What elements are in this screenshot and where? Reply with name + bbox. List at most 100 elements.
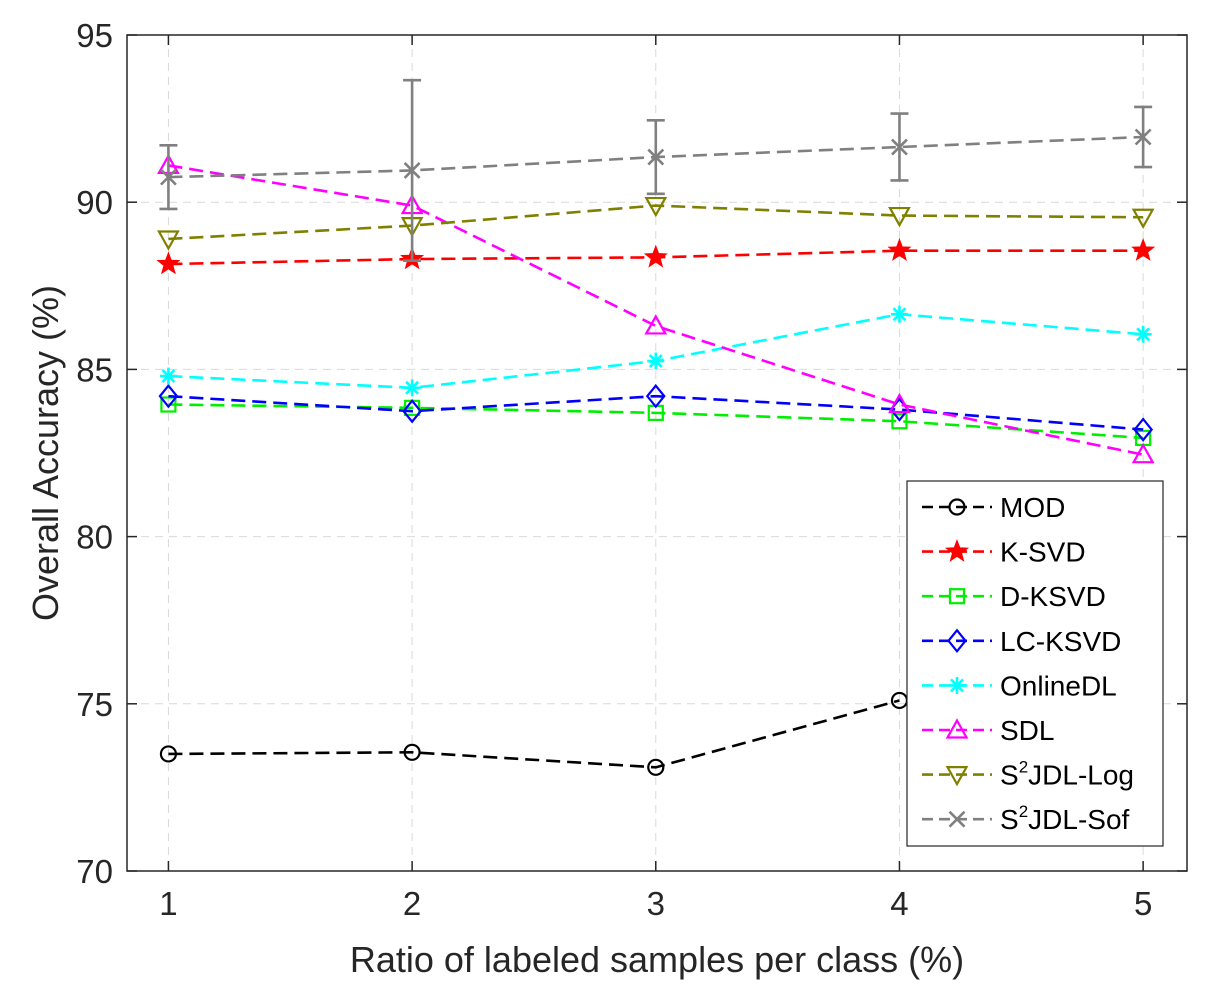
data-point xyxy=(647,148,665,166)
data-point xyxy=(891,138,908,156)
data-point xyxy=(158,383,179,409)
x-tick-label: 3 xyxy=(647,885,665,922)
legend-item-s2jdl-sof: S2JDL-Sof xyxy=(922,802,1130,835)
data-point xyxy=(888,392,911,414)
data-point xyxy=(891,413,908,430)
legend-marker xyxy=(947,628,967,654)
legend-marker xyxy=(948,498,966,516)
x-tick-label: 1 xyxy=(159,885,177,922)
marker-stroke xyxy=(948,810,966,828)
legend-marker xyxy=(944,538,970,562)
marker-stroke xyxy=(405,380,420,395)
series-line xyxy=(168,204,1144,241)
marker-stroke xyxy=(161,369,176,384)
data-point xyxy=(644,314,668,335)
data-point xyxy=(647,758,665,776)
data-point xyxy=(157,230,180,251)
marker-stroke xyxy=(1134,128,1152,146)
y-tick-label: 75 xyxy=(76,686,113,723)
data-point xyxy=(1131,442,1155,464)
marker-stroke xyxy=(648,354,663,368)
legend-label-main: S xyxy=(1000,804,1019,835)
legend-label-main: D-KSVD xyxy=(1000,581,1106,612)
legend-label-tail: JDL-Sof xyxy=(1028,804,1129,835)
legend-label-main: OnlineDL xyxy=(1000,670,1117,701)
series-s2jdl-sof xyxy=(159,78,1153,263)
legend-label: LC-KSVD xyxy=(1000,626,1121,657)
legend-label-main: LC-KSVD xyxy=(1000,626,1121,657)
x-tick-label: 4 xyxy=(890,885,908,922)
data-point xyxy=(1134,128,1152,146)
marker-stroke xyxy=(892,307,907,322)
y-tick-label: 80 xyxy=(76,519,113,556)
legend-label-sup: 2 xyxy=(1019,758,1028,777)
legend-label-main: MOD xyxy=(1000,492,1065,523)
plot-frame xyxy=(126,34,1188,872)
data-point xyxy=(402,398,423,424)
data-point xyxy=(403,379,421,397)
x-axis-label: Ratio of labeled samples per class (%) xyxy=(350,939,964,980)
legend-label: MOD xyxy=(1000,492,1065,523)
x-tick-label: 5 xyxy=(1134,885,1152,922)
ticks: 1 2 3 4 5 70 75 80 85 90 95 xyxy=(76,17,1187,922)
legend-item-k-svd: K-SVD xyxy=(922,537,1086,568)
marker-stroke xyxy=(950,678,964,693)
data-point xyxy=(403,743,421,761)
data-point xyxy=(1133,417,1154,442)
data-point xyxy=(888,206,911,228)
legend-label-main: S xyxy=(1000,760,1019,791)
data-point xyxy=(1131,208,1155,230)
data-point xyxy=(644,196,668,218)
y-tick-label: 95 xyxy=(76,17,113,54)
legend-box xyxy=(906,480,1164,847)
marker-stroke xyxy=(1136,327,1151,342)
marker-stroke xyxy=(160,168,177,186)
legend-item-s2jdl-log: S2JDL-Log xyxy=(922,758,1134,791)
x-tick-label: 2 xyxy=(403,885,421,922)
data-point xyxy=(159,367,177,385)
legend-label: K-SVD xyxy=(1000,537,1086,568)
data-point xyxy=(643,244,668,268)
data-point xyxy=(645,383,666,409)
legend-label: S2JDL-Log xyxy=(1000,758,1134,791)
series-mod xyxy=(159,691,909,776)
legend-item-onlinedl: OnlineDL xyxy=(922,670,1117,701)
legend-label-tail: JDL-Log xyxy=(1028,760,1134,791)
legend-marker xyxy=(948,810,966,828)
y-tick-label: 70 xyxy=(76,853,113,890)
data-point xyxy=(1131,238,1156,261)
legend-marker xyxy=(945,718,969,739)
series-line xyxy=(168,394,1144,431)
legend-label-main: SDL xyxy=(1000,715,1054,746)
series-s2jdl-log xyxy=(157,196,1155,251)
series-onlinedl xyxy=(159,305,1152,397)
data-point xyxy=(156,251,181,275)
data-point xyxy=(890,305,908,323)
y-axis-label: Overall Accuracy (%) xyxy=(25,285,66,621)
y-tick-label: 85 xyxy=(76,351,113,388)
legend: MODK-SVDD-KSVDLC-KSVDOnlineDLSDLS2JDL-Lo… xyxy=(906,480,1164,847)
marker-stroke xyxy=(891,138,908,156)
legend-item-lc-ksvd: LC-KSVD xyxy=(922,626,1121,657)
marker-stroke xyxy=(403,162,421,179)
series-line xyxy=(168,403,1144,440)
data-point xyxy=(887,238,912,261)
legend-marker xyxy=(948,588,966,605)
legend-item-mod: MOD xyxy=(922,492,1065,523)
legend-item-d-ksvd: D-KSVD xyxy=(922,581,1106,612)
data-point xyxy=(160,396,177,413)
legend-label: OnlineDL xyxy=(1000,670,1117,701)
legend-marker xyxy=(945,765,969,787)
legend-marker xyxy=(948,676,966,694)
series-k-svd xyxy=(156,238,1156,275)
data-point xyxy=(647,352,665,370)
legend-label: SDL xyxy=(1000,715,1054,746)
legend-label-sup: 2 xyxy=(1019,802,1028,821)
data-point xyxy=(1134,325,1152,343)
series-layer xyxy=(156,78,1156,776)
data-point xyxy=(159,745,178,763)
legend-label: S2JDL-Sof xyxy=(1000,802,1130,835)
series-line xyxy=(168,699,900,769)
data-point xyxy=(160,168,177,186)
